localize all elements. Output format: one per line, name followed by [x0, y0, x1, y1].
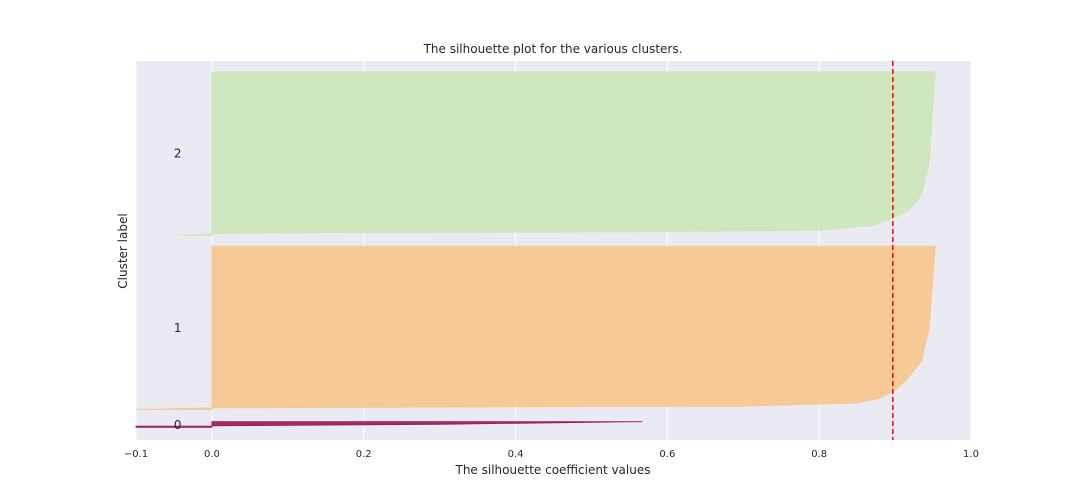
cluster-2-silhouette: [181, 71, 936, 236]
cluster-0-silhouette: [135, 421, 643, 428]
y-axis-label: Cluster label: [116, 213, 130, 288]
cluster-label: 0: [174, 418, 182, 432]
x-tick-label: 0.2: [356, 449, 372, 460]
cluster-labels: 0 1 2: [174, 147, 182, 432]
cluster-label: 2: [174, 147, 182, 161]
cluster-label: 1: [174, 321, 182, 335]
x-tick-labels: −0.1 0.0 0.2 0.4 0.6 0.8 1.0: [124, 449, 979, 460]
x-tick-label: 1.0: [963, 449, 979, 460]
cluster-silhouettes: [135, 71, 936, 428]
x-axis-label: The silhouette coefficient values: [455, 463, 651, 477]
x-tick-label: 0.0: [204, 449, 220, 460]
chart-title: The silhouette plot for the various clus…: [423, 42, 683, 56]
x-tick-label: 0.4: [508, 449, 524, 460]
x-tick-label: 0.6: [659, 449, 675, 460]
x-tick-label: −0.1: [124, 449, 148, 460]
cluster-1-silhouette: [135, 245, 936, 410]
x-tick-label: 0.8: [811, 449, 827, 460]
